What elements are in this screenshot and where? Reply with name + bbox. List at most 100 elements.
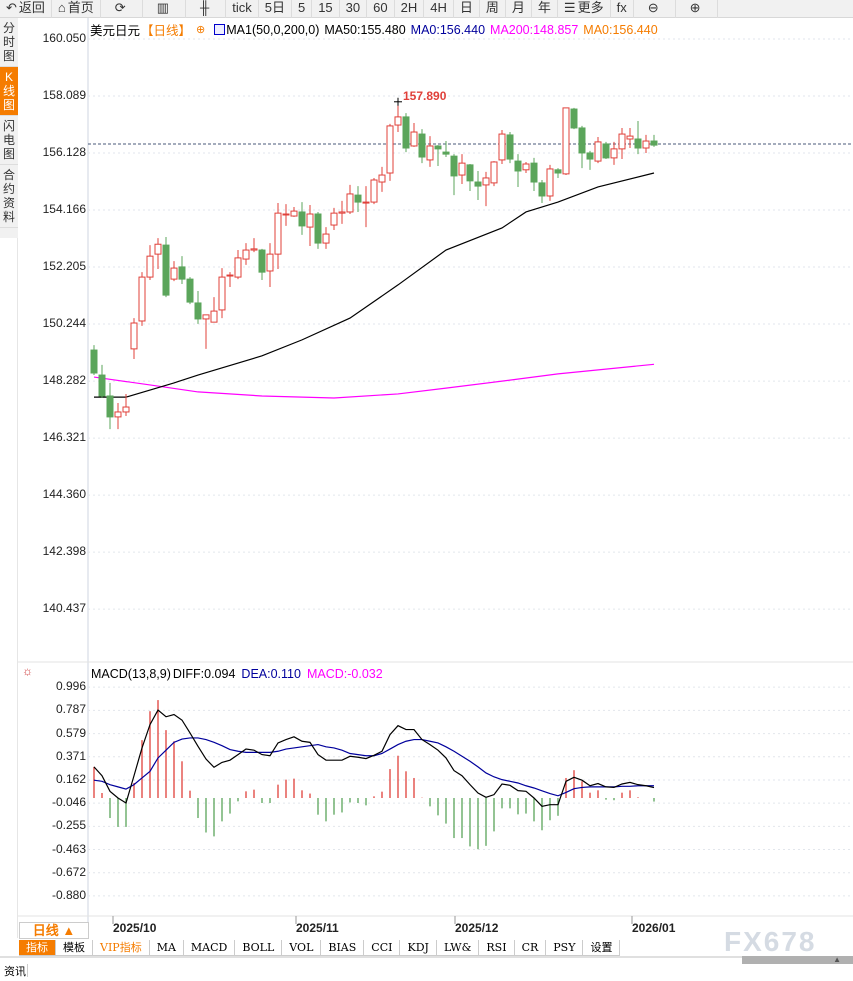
toolbar-item-4H[interactable]: 4H bbox=[424, 0, 454, 18]
period-selector[interactable]: 日线 ▲ bbox=[19, 922, 89, 939]
toolbar-item-label: 60 bbox=[373, 0, 388, 15]
indicator-tab-vip指标[interactable]: VIP指标 bbox=[93, 940, 150, 956]
candle-body bbox=[450, 155, 458, 177]
diff-value: DIFF:0.094 bbox=[172, 667, 236, 681]
toolbar: ↶ 返回 ⌂ 首页 ⟳ ▥ ╫ tick 5日 5 15 30 60 2H 4H 日周月年 ☰ 更多 fx ⊖ ⊕ bbox=[0, 0, 853, 18]
toolbar-item-label: 2H bbox=[400, 0, 418, 15]
indicator-tab-vol[interactable]: VOL bbox=[282, 940, 322, 956]
toolbar-item-5[interactable]: 5 bbox=[292, 0, 313, 18]
settings-icon[interactable]: ⊕ bbox=[196, 24, 206, 36]
tab-kline-chart[interactable]: K线图 bbox=[0, 67, 18, 116]
macd-tick-label: -0.463 bbox=[51, 841, 86, 856]
divider bbox=[0, 956, 853, 958]
indicator-tab-cr[interactable]: CR bbox=[514, 940, 547, 956]
tab-news[interactable]: 资讯 bbox=[0, 964, 28, 978]
macd-tick-label: -0.046 bbox=[51, 795, 86, 810]
toolbar-item-年[interactable]: 年 bbox=[532, 0, 558, 18]
macd-tick-label: -0.880 bbox=[51, 887, 86, 902]
date-tick-label: 2025/12 bbox=[455, 921, 499, 935]
toolbar-item-30[interactable]: 30 bbox=[340, 0, 368, 18]
indicator-tab-指标[interactable]: 指标 bbox=[19, 940, 56, 956]
candle-body bbox=[266, 253, 274, 272]
price-tick-label: 142.398 bbox=[42, 544, 86, 559]
candle-body bbox=[298, 211, 306, 227]
indicator-tab-ma[interactable]: MA bbox=[149, 940, 184, 956]
toolbar-item-label: 月 bbox=[511, 0, 525, 15]
toolbar-item-tick[interactable]: tick bbox=[226, 0, 259, 18]
candle-body bbox=[610, 148, 618, 159]
candle-body bbox=[114, 411, 122, 418]
scrollbar[interactable]: ▲ bbox=[742, 956, 853, 964]
toolbar-item-月[interactable]: 月 bbox=[506, 0, 532, 18]
candle-body bbox=[338, 211, 346, 214]
tab-contract-info[interactable]: 合约资料 bbox=[0, 165, 18, 228]
ma0-value: MA0:156.440 bbox=[410, 22, 486, 37]
toolbar-item-首页[interactable]: ⌂ 首页 bbox=[52, 0, 101, 18]
toolbar-item-label: 5日 bbox=[264, 0, 285, 15]
candle-body bbox=[250, 248, 258, 251]
candle-body bbox=[234, 257, 242, 278]
indicator-name: MA1(50,0,200,0) bbox=[226, 22, 320, 37]
candle-body bbox=[570, 108, 578, 129]
zoom-out-icon: ⊖ bbox=[647, 0, 659, 15]
macd-settings-icon[interactable]: ☼ bbox=[22, 664, 33, 678]
candle-body bbox=[546, 168, 554, 197]
candle-body bbox=[442, 151, 450, 155]
macd-tick-label: -0.255 bbox=[51, 818, 86, 833]
toolbar-item-bar-chart[interactable]: ▥ bbox=[143, 0, 186, 18]
price-tick-label: 160.050 bbox=[42, 31, 86, 45]
tab-flash-chart[interactable]: 闪电图 bbox=[0, 116, 18, 165]
candle-body bbox=[394, 116, 402, 126]
indicator-tab-psy[interactable]: PSY bbox=[546, 940, 584, 956]
indicator-tab-设置[interactable]: 设置 bbox=[583, 940, 621, 956]
candle-body bbox=[426, 145, 434, 161]
ma200-line bbox=[93, 363, 655, 399]
price-tick-label: 156.128 bbox=[42, 145, 86, 159]
indicator-tab-cci[interactable]: CCI bbox=[364, 940, 401, 956]
price-tick-label: 152.205 bbox=[42, 259, 86, 274]
toolbar-item-zoom-out[interactable]: ⊖ bbox=[634, 0, 676, 18]
candle-body bbox=[386, 125, 394, 174]
left-strip bbox=[0, 238, 18, 938]
toolbar-item-zoom-in[interactable]: ⊕ bbox=[676, 0, 718, 18]
toolbar-item-5日[interactable]: 5日 bbox=[259, 0, 292, 18]
indicator-tab-macd[interactable]: MACD bbox=[183, 940, 236, 956]
candle-body bbox=[466, 164, 474, 182]
candle-body bbox=[642, 140, 650, 149]
diff-line bbox=[93, 709, 655, 808]
toolbar-item-fx[interactable]: fx bbox=[611, 0, 634, 18]
tab-time-chart[interactable]: 分时图 bbox=[0, 18, 18, 67]
toolbar-item-日[interactable]: 日 bbox=[454, 0, 480, 18]
indicator-tab-bias[interactable]: BIAS bbox=[321, 940, 365, 956]
candle-body bbox=[378, 174, 386, 183]
macd-tick-label: 0.787 bbox=[55, 702, 86, 717]
indicator-tab-boll[interactable]: BOLL bbox=[235, 940, 283, 956]
toolbar-item-refresh[interactable]: ⟳ bbox=[101, 0, 143, 18]
toolbar-item-label: 日 bbox=[459, 0, 473, 15]
toolbar-item-返回[interactable]: ↶ 返回 bbox=[0, 0, 52, 18]
toolbar-item-周[interactable]: 周 bbox=[480, 0, 506, 18]
toolbar-item-60[interactable]: 60 bbox=[367, 0, 395, 18]
toolbar-item-candlestick[interactable]: ╫ bbox=[186, 0, 227, 18]
indicator-tab-rsi[interactable]: RSI bbox=[479, 940, 515, 956]
candle-body bbox=[354, 194, 362, 203]
candle-body bbox=[258, 249, 266, 273]
toolbar-item-更多[interactable]: ☰ 更多 bbox=[558, 0, 611, 18]
candle-body bbox=[186, 278, 194, 303]
price-tick-label: 146.321 bbox=[42, 430, 86, 445]
toolbar-item-label: 4H bbox=[430, 0, 447, 15]
candle-body bbox=[194, 302, 202, 320]
candle-body bbox=[290, 210, 298, 217]
indicator-tab-kdj[interactable]: KDJ bbox=[400, 940, 437, 956]
candle-body bbox=[530, 162, 538, 183]
price-legend: 美元日元 【日线】 ⊕ MA1(50,0,200,0) MA50:155.480… bbox=[90, 20, 658, 39]
period-label: 【日线】 bbox=[141, 24, 192, 38]
date-tick-label: 2025/10 bbox=[113, 921, 157, 935]
indicator-tab-模板[interactable]: 模板 bbox=[56, 940, 93, 956]
toolbar-item-2H[interactable]: 2H bbox=[395, 0, 425, 18]
candle-body bbox=[362, 201, 370, 204]
toolbar-item-15[interactable]: 15 bbox=[312, 0, 340, 18]
indicator-tab-lw&[interactable]: LW& bbox=[436, 940, 480, 956]
dea-line bbox=[93, 737, 654, 797]
